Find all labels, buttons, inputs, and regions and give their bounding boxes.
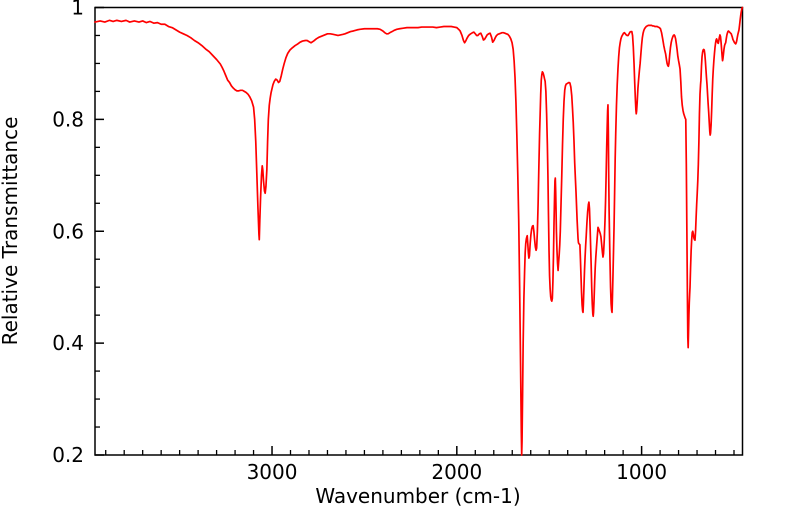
y-tick-label: 0.8 bbox=[52, 107, 84, 131]
y-tick-label: 1 bbox=[71, 0, 84, 20]
x-tick-label: 3000 bbox=[247, 460, 298, 484]
x-axis-label: Wavenumber (cm-1) bbox=[315, 484, 520, 508]
x-tick-label: 2000 bbox=[431, 460, 482, 484]
spectrum-line bbox=[94, 6, 744, 456]
plot-area: 3000 2000 1000 0.2 0.4 0.6 0.8 1 bbox=[52, 0, 744, 484]
y-tick-label: 0.2 bbox=[52, 443, 84, 467]
plot-frame bbox=[94, 6, 744, 456]
y-axis-label: Relative Transmittance bbox=[0, 117, 22, 346]
y-tick-label: 0.6 bbox=[52, 219, 84, 243]
y-tick-label: 0.4 bbox=[52, 331, 84, 355]
x-tick-label: 1000 bbox=[616, 460, 667, 484]
